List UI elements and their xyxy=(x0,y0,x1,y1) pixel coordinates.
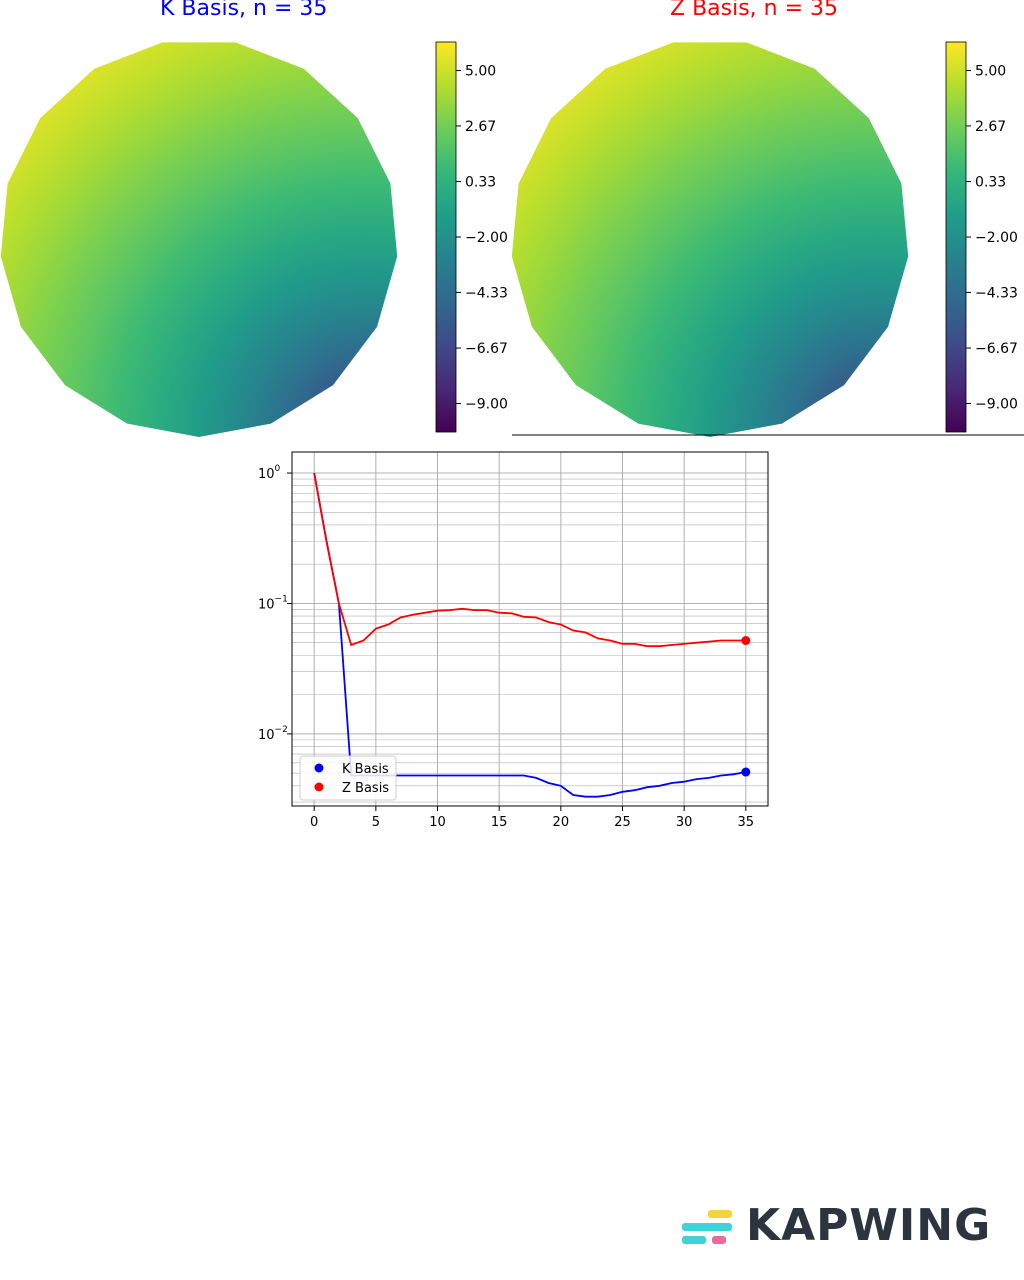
y-tick-exponent: 0 xyxy=(275,464,281,474)
colorbar-tick-label: −6.67 xyxy=(465,341,508,357)
colorbar-gradient xyxy=(945,41,967,433)
heatmap-field xyxy=(0,42,398,438)
colorbar-tick-label: −2.00 xyxy=(465,230,508,246)
k-basis-title: K Basis, n = 35 xyxy=(160,0,328,21)
colorbar-tick-label: −6.67 xyxy=(975,341,1018,357)
colorbar-tick-label: −2.00 xyxy=(975,230,1018,246)
plots-canvas: 5.00 2.67 0.33 −2.00 −4.33 −6.67 −9.00 5.00 2.6… xyxy=(0,41,1024,830)
y-tick-label: 10−1 xyxy=(258,594,288,612)
z-basis-colorbar: 5.00 2.67 0.33 −2.00 −4.33 −6.67 −9.00 xyxy=(945,41,1018,433)
colorbar-tick-label: 0.33 xyxy=(975,175,1006,191)
legend-label: K Basis xyxy=(342,762,389,777)
z-basis-heatmap xyxy=(511,42,909,438)
x-tick-label: 35 xyxy=(738,815,755,830)
k-basis-colorbar: 5.00 2.67 0.33 −2.00 −4.33 −6.67 −9.00 xyxy=(435,41,508,433)
colorbar-tick-label: 2.67 xyxy=(465,119,496,135)
colorbar-gradient xyxy=(435,41,457,433)
logo-stripe-pink xyxy=(712,1236,726,1244)
colorbar-tick-label: 2.67 xyxy=(975,119,1006,135)
x-tick-label: 5 xyxy=(372,815,380,830)
kapwing-logo: KAPWING xyxy=(682,1200,992,1252)
logo-stripe-cyan xyxy=(682,1223,732,1231)
colorbar-tick-label: −4.33 xyxy=(975,285,1018,301)
y-tick-label: 100 xyxy=(258,464,281,482)
x-tick-label: 20 xyxy=(553,815,570,830)
plot-frame xyxy=(291,451,769,807)
plot-area xyxy=(292,452,768,806)
x-tick-label: 0 xyxy=(310,815,318,830)
k-basis-end-marker xyxy=(741,767,751,777)
logo-stripe-cyan-short xyxy=(682,1236,706,1244)
error-line-plot: 0 5 10 15 20 25 30 35 100 10−1 10−2 K Basis Z Basis xyxy=(258,451,769,830)
x-tick-label: 30 xyxy=(676,815,693,830)
colorbar-tick-label: −9.00 xyxy=(975,396,1018,412)
legend-marker xyxy=(314,763,324,773)
z-basis-end-marker xyxy=(741,636,751,646)
legend-label: Z Basis xyxy=(342,781,389,796)
colorbar-tick-label: −9.00 xyxy=(465,396,508,412)
x-tick-label: 25 xyxy=(614,815,631,830)
z-basis-title: Z Basis, n = 35 xyxy=(670,0,839,21)
y-tick-exponent: −2 xyxy=(275,725,288,735)
logo-stripe-yellow xyxy=(708,1210,732,1218)
x-tick-label: 10 xyxy=(429,815,446,830)
y-tick-exponent: −1 xyxy=(275,594,288,604)
legend-marker xyxy=(314,782,324,792)
x-tick-label: 15 xyxy=(491,815,508,830)
legend-box xyxy=(299,755,397,801)
y-tick-label: 10−2 xyxy=(258,725,288,743)
z-basis-line xyxy=(313,472,746,648)
k-basis-heatmap xyxy=(0,42,398,438)
colorbar-tick-label: 5.00 xyxy=(465,64,496,80)
heatmap-field xyxy=(511,42,909,438)
colorbar-tick-label: −4.33 xyxy=(465,285,508,301)
logo-text: KAPWING xyxy=(746,1200,992,1251)
colorbar-tick-label: 5.00 xyxy=(975,64,1006,80)
colorbar-tick-label: 0.33 xyxy=(465,175,496,191)
